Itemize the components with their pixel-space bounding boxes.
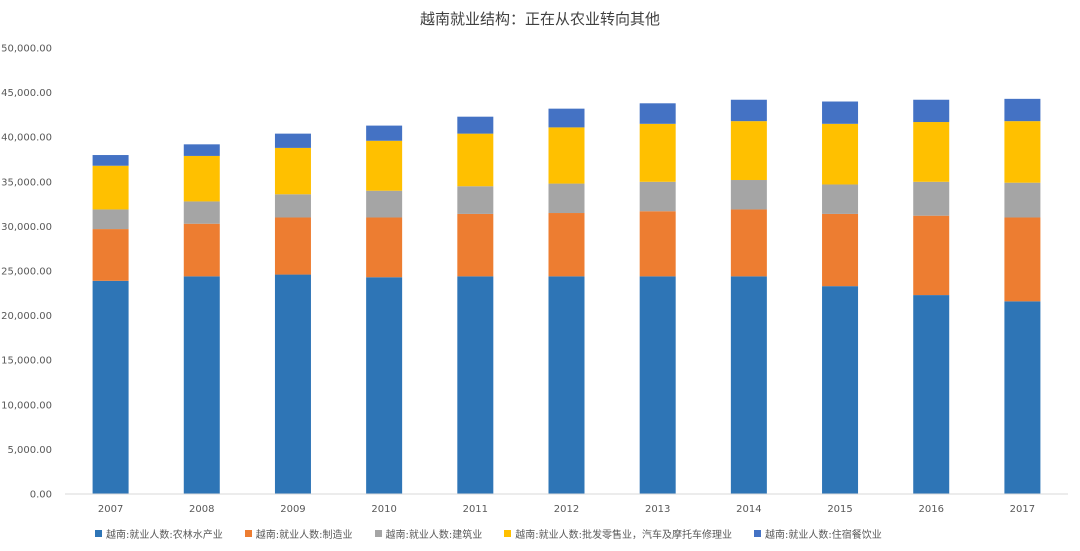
bar-segment-2007-series-3 <box>92 209 129 230</box>
bar-segment-2013-series-2 <box>639 211 676 277</box>
y-tick-label: 40,000.00 <box>1 133 52 144</box>
x-tick-label: 2015 <box>827 504 852 515</box>
bar-segment-2017-series-4 <box>1004 121 1041 183</box>
legend-label: 越南:就业人数:建筑业 <box>385 530 483 541</box>
legend-label: 越南:就业人数:住宿餐饮业 <box>765 530 882 541</box>
bar-segment-2016-series-4 <box>913 122 950 182</box>
bar-segment-2011-series-1 <box>457 276 494 494</box>
bar-segment-2012-series-3 <box>548 183 585 214</box>
bar-segment-2017-series-2 <box>1004 217 1041 302</box>
bar-segment-2008-series-5 <box>183 144 220 156</box>
y-axis-ticks: 0.00 5,000.00 10,000.00 15,000.00 20,000.00 2… <box>1 44 52 501</box>
legend-item: 越南:就业人数:农林水产业 <box>95 526 223 541</box>
bar-segment-2009-series-4 <box>274 147 311 195</box>
legend-swatch <box>95 530 102 537</box>
x-tick-label: 2007 <box>98 504 123 515</box>
bar-segment-2011-series-4 <box>457 133 494 187</box>
legend-item: 越南:就业人数:批发零售业，汽车及摩托车修理业 <box>504 526 732 541</box>
bar-segment-2015-series-5 <box>822 101 859 124</box>
legend: 越南:就业人数:农林水产业 越南:就业人数:制造业 越南:就业人数:建筑业 越南:就业… <box>95 526 882 541</box>
x-tick-label: 2009 <box>280 504 305 515</box>
x-tick-label: 2013 <box>645 504 670 515</box>
bar-segment-2016-series-1 <box>913 295 950 494</box>
bar-segment-2015-series-3 <box>822 184 859 214</box>
bar-segment-2012-series-5 <box>548 108 585 128</box>
bar-segment-2014-series-5 <box>730 99 767 122</box>
y-tick-label: 20,000.00 <box>1 311 52 322</box>
y-tick-label: 35,000.00 <box>1 177 52 188</box>
y-tick-label: 10,000.00 <box>1 400 52 411</box>
bar-segment-2013-series-3 <box>639 181 676 212</box>
bar-segment-2008-series-2 <box>183 223 220 277</box>
y-tick-label: 0.00 <box>30 490 52 501</box>
bar-segment-2010-series-2 <box>366 217 403 278</box>
bar-segment-2012-series-1 <box>548 276 585 494</box>
legend-item: 越南:就业人数:制造业 <box>244 526 353 541</box>
bar-segment-2008-series-3 <box>183 201 220 224</box>
bar-segment-2015-series-4 <box>822 123 859 185</box>
bar-segment-2009-series-1 <box>274 274 311 494</box>
y-tick-label: 50,000.00 <box>1 44 52 55</box>
bar-segment-2014-series-3 <box>730 180 767 210</box>
bar-segment-2010-series-4 <box>366 140 403 191</box>
bar-segment-2007-series-4 <box>92 165 129 210</box>
bar-segment-2010-series-5 <box>366 125 403 141</box>
bar-segment-2008-series-1 <box>183 276 220 494</box>
legend-swatch <box>754 530 761 537</box>
bar-segment-2016-series-2 <box>913 215 950 296</box>
bar-segment-2007-series-2 <box>92 229 129 281</box>
y-tick-label: 15,000.00 <box>1 356 52 367</box>
y-tick-label: 5,000.00 <box>7 445 52 456</box>
bar-segment-2007-series-1 <box>92 280 129 494</box>
x-tick-label: 2014 <box>736 504 761 515</box>
bar-segment-2017-series-3 <box>1004 182 1041 218</box>
bar-segment-2017-series-1 <box>1004 301 1041 494</box>
legend-label: 越南:就业人数:农林水产业 <box>106 530 223 541</box>
bar-segment-2012-series-4 <box>548 127 585 184</box>
y-tick-label: 25,000.00 <box>1 267 52 278</box>
bar-segment-2009-series-5 <box>274 133 311 148</box>
x-tick-label: 2016 <box>919 504 944 515</box>
bar-segment-2011-series-2 <box>457 213 494 277</box>
x-axis-ticks: 2007 2008 2009 2010 2011 2012 2013 2014 2015 2016… <box>98 504 1035 515</box>
chart-title: 越南就业结构：正在从农业转向其他 <box>419 10 660 28</box>
bar-segment-2014-series-4 <box>730 121 767 181</box>
legend-swatch <box>244 530 252 537</box>
bar-segment-2009-series-3 <box>274 194 311 218</box>
bar-segment-2014-series-2 <box>730 209 767 277</box>
bar-segment-2010-series-3 <box>366 190 403 218</box>
bar-segment-2015-series-2 <box>822 213 859 287</box>
x-tick-label: 2008 <box>189 504 214 515</box>
bar-segment-2012-series-2 <box>548 213 585 277</box>
bar-segment-2011-series-3 <box>457 186 494 214</box>
bar-segment-2008-series-4 <box>183 155 220 202</box>
bar-segment-2013-series-5 <box>639 103 676 124</box>
x-tick-label: 2010 <box>371 504 396 515</box>
bar-segment-2016-series-5 <box>913 99 950 123</box>
bar-segment-2010-series-1 <box>366 277 403 494</box>
bar-segment-2013-series-4 <box>639 123 676 182</box>
bar-segment-2014-series-1 <box>730 276 767 494</box>
legend-swatch <box>374 530 382 537</box>
legend-swatch <box>504 530 512 537</box>
legend-item: 越南:就业人数:住宿餐饮业 <box>754 526 882 541</box>
legend-item: 越南:就业人数:建筑业 <box>374 526 483 541</box>
x-tick-label: 2017 <box>1010 504 1035 515</box>
legend-label: 越南:就业人数:制造业 <box>255 530 353 541</box>
y-tick-label: 30,000.00 <box>1 222 52 233</box>
bar-segment-2013-series-1 <box>639 276 676 494</box>
bar-segment-2017-series-5 <box>1004 98 1041 122</box>
legend-label: 越南:就业人数:批发零售业，汽车及摩托车修理业 <box>515 530 732 541</box>
bar-segment-2011-series-5 <box>457 116 494 134</box>
x-tick-label: 2012 <box>554 504 579 515</box>
x-tick-label: 2011 <box>463 504 488 515</box>
bar-segment-2016-series-3 <box>913 181 950 216</box>
bar-segment-2009-series-2 <box>274 217 311 275</box>
bar-segment-2007-series-5 <box>92 155 129 166</box>
y-tick-label: 45,000.00 <box>1 88 52 99</box>
bar-segment-2015-series-1 <box>822 286 859 494</box>
bars <box>92 98 1041 494</box>
